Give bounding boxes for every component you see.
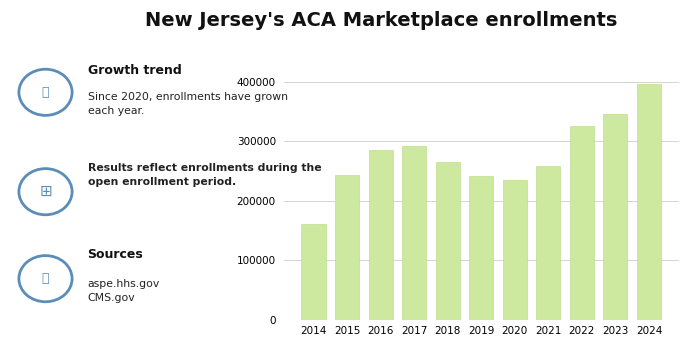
- Bar: [435, 162, 460, 320]
- Text: New Jersey's ACA Marketplace enrollments: New Jersey's ACA Marketplace enrollments: [146, 11, 617, 30]
- Text: aspe.hhs.gov
CMS.gov: aspe.hhs.gov CMS.gov: [88, 279, 160, 304]
- Bar: [302, 224, 326, 320]
- Text: health
insurance: health insurance: [18, 302, 64, 322]
- Bar: [369, 150, 393, 320]
- Text: Sources: Sources: [88, 248, 144, 262]
- Text: .org™: .org™: [25, 328, 58, 338]
- Text: Results reflect enrollments during the
open enrollment period.: Results reflect enrollments during the o…: [88, 163, 321, 187]
- Bar: [536, 166, 561, 320]
- Text: 👥: 👥: [42, 86, 49, 99]
- Bar: [469, 176, 493, 320]
- Bar: [637, 83, 661, 320]
- Text: Since 2020, enrollments have grown
each year.: Since 2020, enrollments have grown each …: [88, 92, 288, 116]
- Text: ⊞: ⊞: [39, 184, 52, 199]
- Text: 🔍: 🔍: [42, 272, 49, 285]
- Bar: [603, 114, 627, 320]
- Bar: [402, 146, 426, 320]
- Bar: [503, 180, 527, 320]
- Bar: [570, 126, 594, 320]
- Bar: [335, 175, 359, 320]
- Text: Growth trend: Growth trend: [88, 64, 181, 77]
